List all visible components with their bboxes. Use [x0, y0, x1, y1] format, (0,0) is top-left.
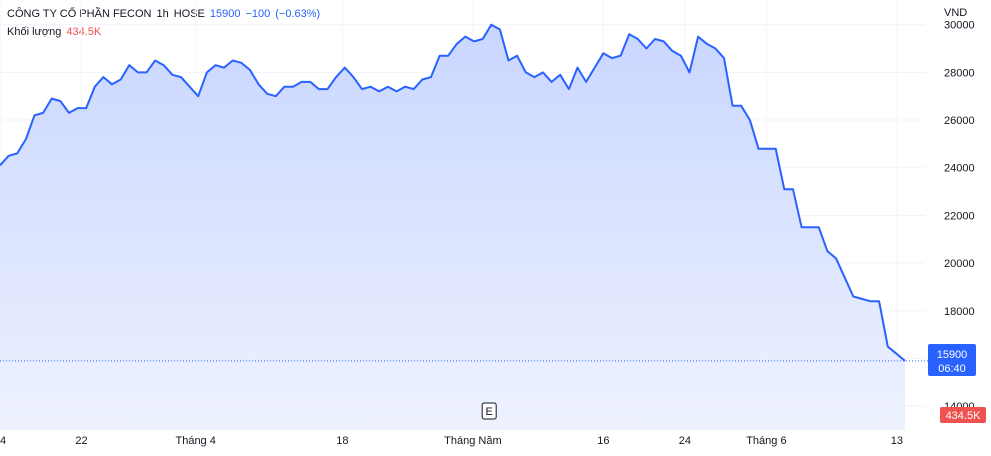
y-tick-label: 24000 [944, 163, 975, 175]
legend-volume-row: Khối lượng 434.5K [7, 26, 106, 38]
earnings-marker-label: E [486, 406, 493, 418]
price-area-fill [0, 24, 905, 430]
x-tick-label: 13 [891, 435, 903, 447]
x-tick-label: 16 [597, 435, 609, 447]
currency-label: VND [944, 7, 967, 19]
y-tick-label: 20000 [944, 258, 975, 270]
x-tick-label: Tháng Năm [444, 435, 501, 447]
earnings-marker[interactable]: E [481, 402, 497, 420]
volume-label: Khối lượng [7, 26, 62, 38]
x-tick-label: 4 [0, 435, 6, 447]
last-price-badge-value: 15900 [937, 349, 968, 361]
symbol-title[interactable]: CÔNG TY CỔ PHẦN FECON [7, 8, 152, 20]
y-tick-label: 22000 [944, 210, 975, 222]
x-tick-label: Tháng 4 [175, 435, 215, 447]
x-tick-label: Tháng 6 [746, 435, 786, 447]
y-tick-label: 28000 [944, 67, 975, 79]
y-tick-label: 30000 [944, 20, 975, 32]
y-tick-label: 18000 [944, 306, 975, 318]
exchange-label: HOSE [173, 8, 205, 20]
x-tick-label: 24 [679, 435, 691, 447]
earnings-marker-box[interactable] [481, 402, 497, 420]
time-scale[interactable]: 4 22 Tháng 4 18 Tháng Năm 16 24 Tháng 6 13 [0, 435, 903, 447]
countdown-timer: 06:40 [938, 363, 966, 375]
x-tick-label: 22 [75, 435, 87, 447]
y-tick-label: 26000 [944, 115, 975, 127]
price-line [0, 23, 906, 362]
legend-title-row: CÔNG TY CỔ PHẦN FECON 1h HOSE 15900 −100 (−0.… [7, 8, 325, 20]
change-percent-value: (−0.63%) [275, 8, 321, 20]
last-price-value: 15900 [209, 8, 241, 20]
last-price-badge: 15900 06:40 [928, 344, 976, 376]
volume-value: 434.5K [66, 26, 102, 38]
x-tick-label: 18 [336, 435, 348, 447]
volume-badge: 434.5K [940, 407, 986, 423]
change-value: −100 [245, 8, 271, 20]
interval-label: 1h [156, 8, 169, 20]
volume-badge-value: 434.5K [946, 410, 982, 422]
